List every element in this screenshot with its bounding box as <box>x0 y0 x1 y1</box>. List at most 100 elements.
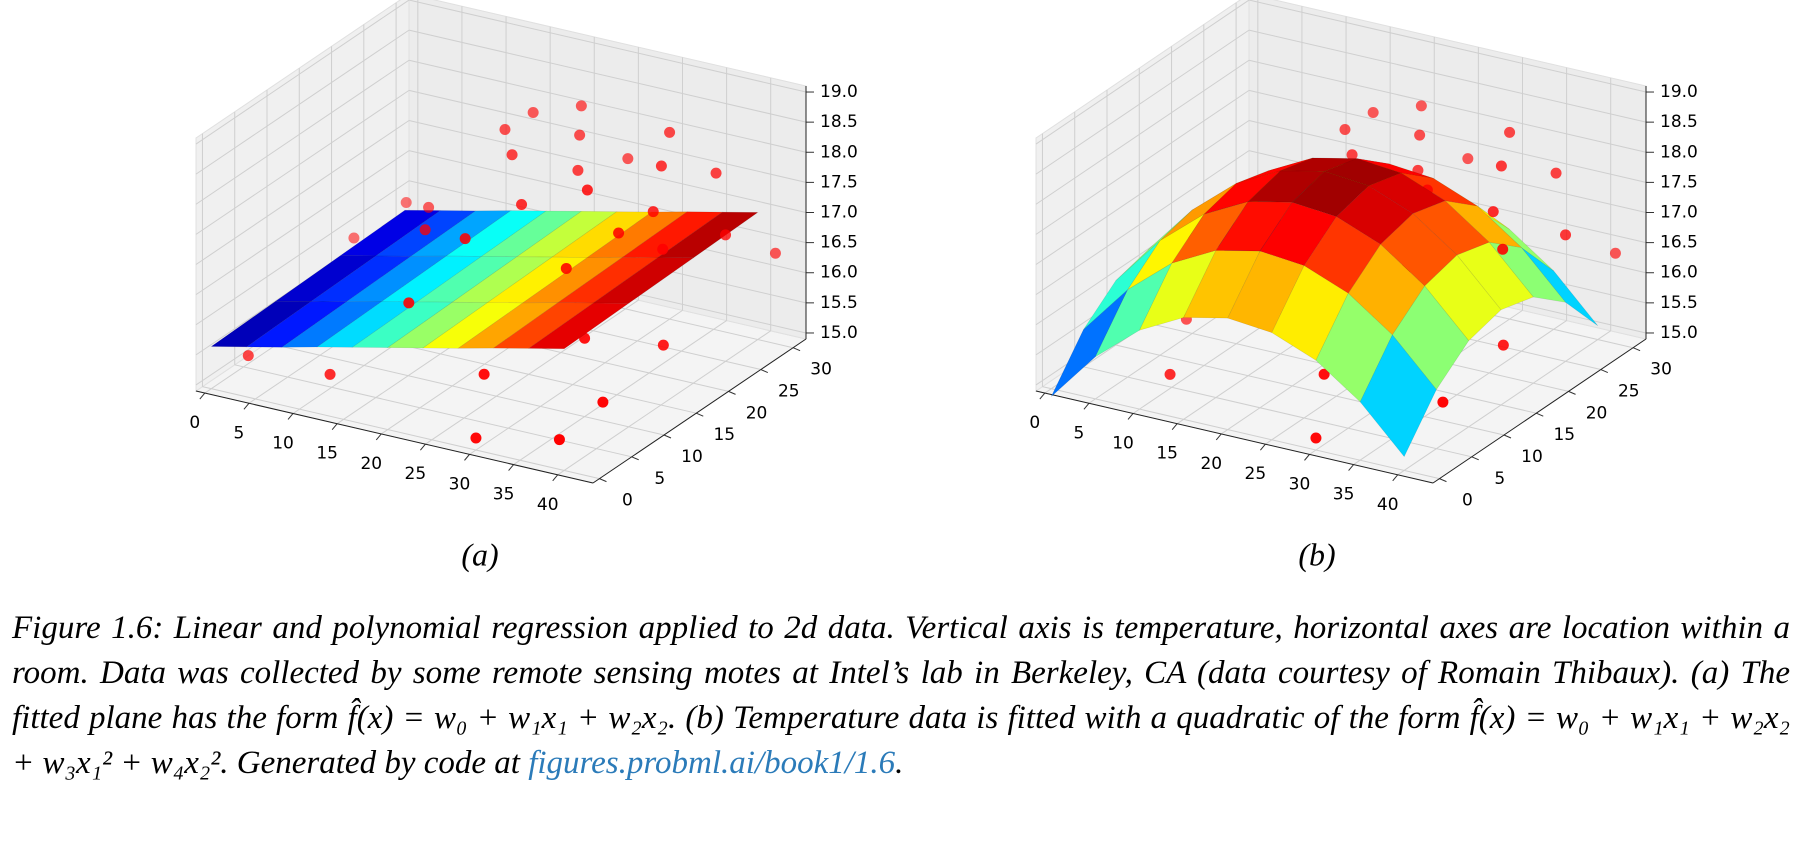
tick-mark <box>508 464 514 471</box>
data-point <box>470 432 482 444</box>
x-tick-label: 5 <box>234 423 245 443</box>
surface-cell <box>1271 265 1349 361</box>
figure: 0 5 10 15 20 25 30 35 40 0 5 10 15 20 25 30 15.0 15.5 16.0… <box>189 0 1698 572</box>
y-tick-label: 5 <box>1494 469 1505 489</box>
z-tick-label: 15.5 <box>820 293 858 313</box>
data-point <box>1310 432 1322 444</box>
data-point <box>560 262 572 274</box>
tick-mark <box>1039 392 1046 400</box>
tick-mark <box>1083 402 1090 410</box>
data-point <box>581 184 593 196</box>
surface-cell <box>1315 292 1393 403</box>
caption-link[interactable]: figures.probml.ai/book1/1.6 <box>528 745 896 781</box>
grid-line <box>195 0 410 145</box>
tick-mark <box>243 402 250 410</box>
x-tick-label: 30 <box>1289 474 1311 494</box>
grid-line <box>408 59 807 153</box>
surface-cell <box>1412 200 1490 256</box>
tick-mark <box>663 434 672 439</box>
z-tick-label: 18.5 <box>1660 112 1698 132</box>
tick-mark <box>792 347 801 352</box>
data-point <box>1497 339 1509 351</box>
data-point <box>1437 396 1449 408</box>
grid-line <box>195 150 410 296</box>
tick-mark <box>1503 434 1512 439</box>
grid-line <box>408 150 807 244</box>
y-tick-label: 0 <box>1462 491 1473 511</box>
y-tick-label: 5 <box>654 469 665 489</box>
data-point <box>657 339 669 351</box>
grid-line <box>1035 150 1250 296</box>
grid-line <box>195 29 410 175</box>
data-point <box>553 434 565 446</box>
z-tick-label: 15.0 <box>820 323 858 343</box>
data-point <box>324 368 336 380</box>
data-point <box>400 197 412 209</box>
tick-mark <box>287 413 294 420</box>
z-tick-label: 16.0 <box>1660 263 1698 283</box>
x-tick-label: 25 <box>405 464 427 484</box>
y-tick-label: 15 <box>1553 425 1575 445</box>
tick-mark <box>1171 423 1178 431</box>
z-tick-label: 16.5 <box>820 233 858 253</box>
x-tick-label: 10 <box>1112 433 1134 453</box>
surface-cell <box>592 257 695 304</box>
grid-line <box>1035 29 1250 175</box>
grid-line <box>195 180 410 326</box>
grid-line <box>408 29 807 123</box>
tick-mark <box>419 443 426 451</box>
z-tick-label: 16.5 <box>1660 233 1698 253</box>
data-point <box>657 243 669 255</box>
tick-mark <box>199 392 206 400</box>
grid-line <box>234 364 632 458</box>
data-point <box>575 100 587 112</box>
surface-cell <box>1477 205 1554 272</box>
grid-line <box>557 330 771 476</box>
tick-mark <box>728 390 736 395</box>
z-tick-label: 19.0 <box>820 82 858 102</box>
tick-mark <box>1215 433 1222 441</box>
grid-line <box>1397 330 1611 476</box>
caption-text: Figure 1.6: Linear and polynomial regres… <box>12 610 1790 781</box>
grid-line <box>1035 89 1250 235</box>
x-tick-label: 15 <box>316 444 338 464</box>
grid-line <box>1248 0 1647 93</box>
grid-line <box>195 59 410 205</box>
data-point <box>597 396 609 408</box>
data-point <box>1414 129 1426 141</box>
tick-mark <box>599 478 607 483</box>
data-point <box>1487 206 1499 218</box>
tick-mark <box>1127 413 1134 420</box>
data-point <box>1609 247 1621 259</box>
grid-line <box>408 89 807 183</box>
data-point <box>1367 106 1379 118</box>
z-tick-label: 16.0 <box>820 263 858 283</box>
tick-mark <box>631 456 639 461</box>
y-tick-label: 30 <box>810 360 832 380</box>
data-point <box>478 368 490 380</box>
grid-line <box>1248 29 1647 123</box>
y-tick-label: 30 <box>1650 360 1672 380</box>
data-point <box>1560 229 1572 241</box>
data-point <box>574 129 586 141</box>
data-point <box>527 106 539 118</box>
tick-mark <box>1568 390 1576 395</box>
grid-line <box>1248 120 1647 213</box>
data-point <box>1318 368 1330 380</box>
x-tick-label: 40 <box>537 495 559 515</box>
z-tick-label: 17.0 <box>820 203 858 223</box>
surface-cell <box>527 302 630 350</box>
data-point <box>647 206 659 218</box>
y-tick-label: 20 <box>1586 403 1608 423</box>
data-point <box>242 350 254 362</box>
data-point <box>1339 124 1351 136</box>
tick-mark <box>1392 474 1399 482</box>
grid-line <box>195 120 410 265</box>
x-tick-label: 15 <box>1156 444 1178 464</box>
grid-line <box>425 299 639 445</box>
tick-mark <box>1348 464 1354 471</box>
grid-line <box>1248 59 1647 153</box>
tick-mark <box>464 454 470 461</box>
y-tick-label: 10 <box>681 447 703 467</box>
subplot-label: (a) <box>461 536 498 572</box>
